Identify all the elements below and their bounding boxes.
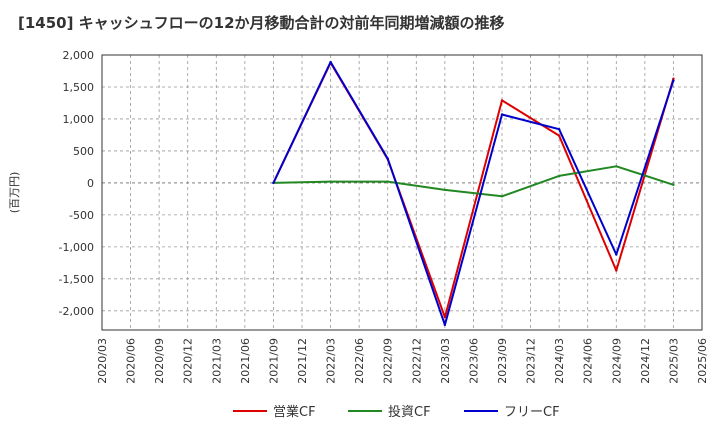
x-tick-label: 2023/06 xyxy=(467,338,480,384)
legend-label: 営業CF xyxy=(273,404,316,420)
data-point xyxy=(386,157,389,160)
y-tick-label: -1,000 xyxy=(59,241,94,254)
data-point xyxy=(672,79,675,82)
x-tick-label: 2023/09 xyxy=(496,338,509,384)
data-point xyxy=(557,134,561,137)
x-tick-label: 2025/03 xyxy=(667,338,680,384)
data-point xyxy=(672,183,675,187)
x-tick-label: 2023/12 xyxy=(525,338,538,384)
x-tick-label: 2022/06 xyxy=(353,338,366,384)
x-tick-label: 2024/06 xyxy=(582,338,595,384)
data-point xyxy=(615,269,618,272)
data-point xyxy=(557,127,561,131)
x-tick-label: 2021/09 xyxy=(267,338,280,384)
x-tick-label: 2024/03 xyxy=(553,338,566,384)
y-tick-label: -2,000 xyxy=(59,305,94,318)
data-point xyxy=(443,323,447,327)
y-tick-label: -500 xyxy=(69,209,94,222)
x-tick-label: 2021/03 xyxy=(210,338,223,384)
x-tick-label: 2023/03 xyxy=(439,338,452,384)
data-point xyxy=(500,113,504,116)
data-point xyxy=(615,253,618,256)
y-tick-label: 1,000 xyxy=(63,113,95,126)
legend-label: フリーCF xyxy=(504,405,560,420)
data-point xyxy=(329,180,332,183)
plot-area xyxy=(102,55,702,330)
x-tick-label: 2022/12 xyxy=(410,338,423,384)
y-tick-label: 2,000 xyxy=(63,49,95,62)
series-line-2 xyxy=(273,165,674,198)
x-tick-label: 2024/12 xyxy=(639,338,652,384)
data-point xyxy=(672,77,675,80)
x-tick-label: 2024/09 xyxy=(610,338,623,384)
data-point xyxy=(443,316,447,319)
series-line-3 xyxy=(272,61,675,326)
y-tick-label: 0 xyxy=(87,177,94,190)
x-tick-label: 2022/03 xyxy=(325,338,338,384)
x-tick-label: 2020/03 xyxy=(96,338,109,384)
legend-label: 投資CF xyxy=(388,404,431,420)
data-point xyxy=(443,188,447,192)
plot-border xyxy=(101,54,703,331)
x-tick-label: 2020/06 xyxy=(125,338,138,384)
data-point xyxy=(500,99,504,102)
y-tick-label: -1,500 xyxy=(59,273,94,286)
x-tick-label: 2020/09 xyxy=(153,338,166,384)
x-tick-label: 2020/12 xyxy=(182,338,195,384)
x-tick-label: 2025/06 xyxy=(696,338,709,384)
y-tick-label: 500 xyxy=(73,145,94,158)
data-point xyxy=(329,60,332,64)
data-point xyxy=(500,195,504,198)
y-tick-label: 1,500 xyxy=(63,81,95,94)
y-axis-label: (百万円) xyxy=(8,172,21,214)
data-point xyxy=(557,174,561,178)
data-point xyxy=(615,165,618,168)
chart-title: [1450] キャッシュフローの12か月移動合計の対前年同期増減額の推移 xyxy=(18,14,505,32)
data-point xyxy=(386,180,389,183)
data-point xyxy=(272,181,275,185)
x-tick-label: 2021/06 xyxy=(239,338,252,384)
x-tick-label: 2021/12 xyxy=(296,338,309,384)
x-tick-label: 2022/09 xyxy=(382,338,395,384)
